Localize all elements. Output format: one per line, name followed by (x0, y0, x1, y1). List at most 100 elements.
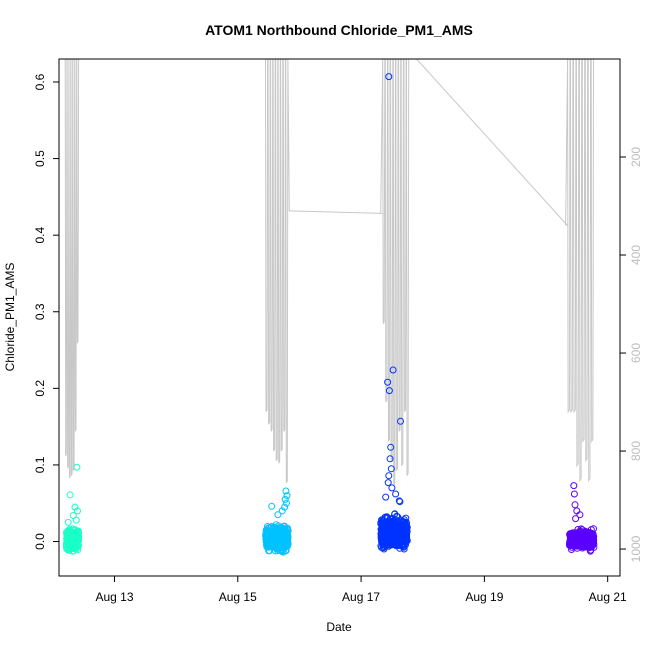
y-axis: 0.0 0.1 0.2 0.3 0.4 0.5 0.6 (33, 73, 59, 550)
data-point (262, 526, 270, 534)
data-point (282, 487, 290, 495)
data-point (272, 535, 280, 543)
data-point (578, 532, 586, 540)
data-point (573, 507, 581, 515)
altitude-segment (265, 58, 290, 484)
altitude-connector (416, 58, 568, 226)
y-axis-label: Chloride_PM1_AMS (3, 263, 17, 372)
data-point (271, 540, 279, 548)
data-point (385, 73, 393, 81)
series-3 (377, 73, 411, 553)
data-point (397, 417, 404, 425)
data-point (281, 542, 289, 550)
data-point (384, 479, 392, 487)
data-point (386, 455, 394, 463)
x-tick-label: Aug 19 (465, 590, 503, 604)
y-tick-label: 0.6 (33, 73, 47, 90)
data-point (590, 525, 597, 533)
scatter-points (62, 73, 598, 556)
series-1 (62, 463, 83, 555)
data-point (396, 498, 404, 506)
data-point (566, 530, 574, 538)
altitude-connector (288, 210, 383, 214)
y-tick-label: 0.5 (33, 150, 47, 167)
data-point (384, 378, 392, 386)
data-point (390, 520, 398, 528)
data-point (382, 493, 390, 501)
data-point (395, 497, 403, 505)
data-point (65, 538, 73, 546)
data-point (570, 482, 578, 490)
data-point (74, 507, 81, 515)
data-point (566, 539, 574, 546)
data-point (389, 366, 397, 374)
data-point (268, 523, 275, 531)
data-point (66, 525, 73, 533)
altitude-segment (565, 58, 594, 483)
data-point (72, 541, 80, 548)
altitude-segment (64, 58, 80, 479)
x-tick-label: Aug 13 (95, 590, 133, 604)
data-point (400, 534, 407, 542)
x-axis-label: Date (326, 620, 352, 634)
y-tick-label: 0.0 (33, 533, 47, 550)
y2-tick-label: 200 (629, 147, 643, 167)
data-point (400, 545, 408, 553)
data-point (263, 523, 271, 530)
data-point (385, 472, 393, 480)
data-point (387, 443, 395, 451)
data-point (274, 524, 282, 532)
data-point (283, 492, 291, 500)
y2-axis: 200 400 600 800 1000 (620, 147, 643, 562)
data-point (274, 511, 282, 519)
data-point (392, 490, 400, 498)
data-point (281, 495, 289, 503)
plot-frame (58, 58, 621, 577)
data-point (267, 530, 275, 538)
data-point (72, 516, 80, 524)
data-point (69, 539, 77, 547)
data-point (402, 525, 410, 533)
data-point (568, 546, 575, 553)
data-point (73, 463, 81, 471)
x-tick-label: Aug 21 (589, 590, 627, 604)
data-point (388, 535, 396, 543)
data-point (387, 465, 395, 473)
y-tick-label: 0.4 (33, 227, 47, 244)
data-point (65, 531, 73, 539)
data-point (281, 503, 289, 511)
data-point (278, 507, 286, 515)
data-point (571, 501, 579, 509)
data-point (281, 540, 289, 547)
data-point (385, 387, 393, 395)
data-point (282, 529, 290, 537)
altitude-segment (380, 58, 411, 486)
data-point (66, 491, 74, 499)
data-point (588, 542, 596, 550)
data-point (576, 511, 584, 519)
altitude-trace (64, 58, 594, 486)
data-point (590, 543, 598, 551)
y2-tick-label: 600 (629, 343, 643, 363)
series-4 (566, 482, 598, 555)
x-tick-label: Aug 15 (219, 590, 257, 604)
chart-title: ATOM1 Northbound Chloride_PM1_AMS (205, 22, 473, 38)
data-point (584, 538, 592, 546)
data-point (268, 502, 276, 510)
data-point (397, 530, 405, 538)
data-point (263, 535, 271, 543)
y-tick-label: 0.3 (33, 303, 47, 320)
data-point (70, 534, 78, 542)
data-point (378, 522, 386, 530)
data-point (64, 518, 72, 526)
data-point (64, 537, 72, 545)
y2-tick-label: 400 (629, 245, 643, 265)
y2-tick-label: 800 (629, 441, 643, 461)
data-point (283, 499, 290, 507)
data-point (388, 484, 396, 492)
data-point (572, 515, 580, 523)
x-tick-label: Aug 17 (342, 590, 380, 604)
y-tick-label: 0.1 (33, 456, 47, 473)
data-point (383, 513, 391, 521)
